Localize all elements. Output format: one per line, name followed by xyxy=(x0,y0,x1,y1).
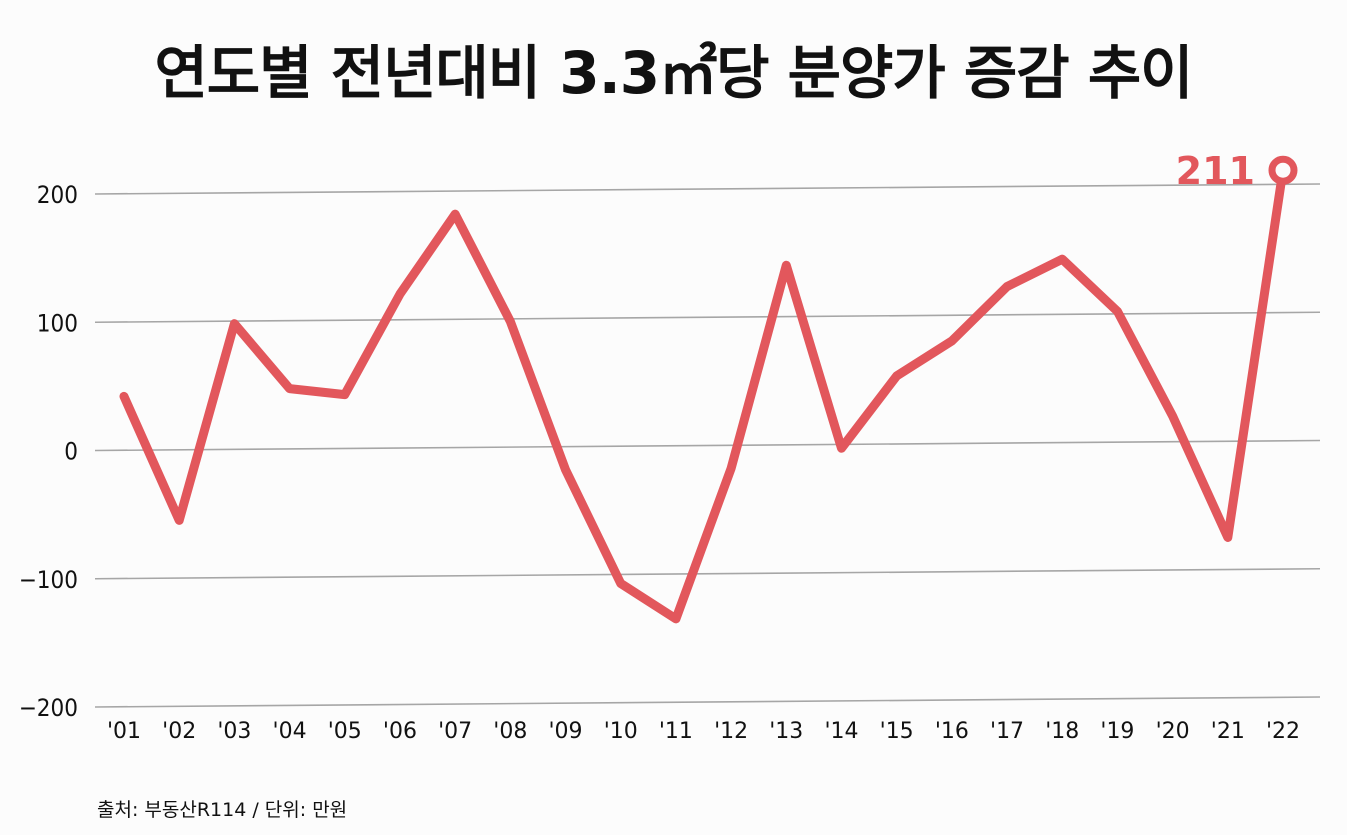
x-tick-label: '13 xyxy=(769,719,803,744)
x-tick-label: '12 xyxy=(714,719,748,744)
x-tick-label: '17 xyxy=(990,719,1024,744)
y-tick-label: 200 xyxy=(37,181,78,209)
y-tick-label: −200 xyxy=(19,694,78,722)
x-tick-label: '03 xyxy=(217,719,251,744)
chart-source: 출처: 부동산R114 / 단위: 만원 xyxy=(97,795,347,822)
x-tick-label: '09 xyxy=(549,719,583,744)
x-tick-label: '08 xyxy=(493,719,527,744)
gridline xyxy=(95,184,1320,194)
x-tick-label: '21 xyxy=(1211,719,1245,744)
x-tick-label: '14 xyxy=(824,719,858,744)
gridline xyxy=(95,569,1320,579)
x-tick-label: '15 xyxy=(880,719,914,744)
x-tick-label: '07 xyxy=(438,719,472,744)
x-tick-label: '10 xyxy=(604,719,638,744)
series-polyline xyxy=(124,170,1283,619)
x-tick-label: '01 xyxy=(107,719,141,744)
end-marker xyxy=(1272,159,1294,181)
gridline xyxy=(95,441,1320,451)
y-axis-ticks: −200 −100 0 100 200 xyxy=(19,181,78,722)
x-tick-label: '19 xyxy=(1100,719,1134,744)
x-tick-label: '22 xyxy=(1266,719,1300,744)
grid-lines xyxy=(95,184,1320,707)
y-tick-label: 100 xyxy=(37,309,78,337)
x-tick-label: '18 xyxy=(1045,719,1079,744)
x-tick-label: '05 xyxy=(328,719,362,744)
y-tick-label: 0 xyxy=(64,438,78,466)
gridline xyxy=(95,312,1320,322)
end-value-label: 211 xyxy=(1176,149,1255,193)
x-tick-label: '20 xyxy=(1156,719,1190,744)
x-tick-label: '04 xyxy=(273,719,307,744)
x-tick-label: '02 xyxy=(162,719,196,744)
x-tick-label: '16 xyxy=(935,719,969,744)
gridline xyxy=(95,697,1320,707)
x-tick-label: '11 xyxy=(659,719,693,744)
y-tick-label: −100 xyxy=(19,566,78,594)
series-line xyxy=(124,170,1283,619)
x-tick-label: '06 xyxy=(383,719,417,744)
x-axis-ticks: '01 '02 '03 '04 '05 '06 '07 '08 '09 '10 '11 '12 '13 '… xyxy=(107,719,1300,744)
